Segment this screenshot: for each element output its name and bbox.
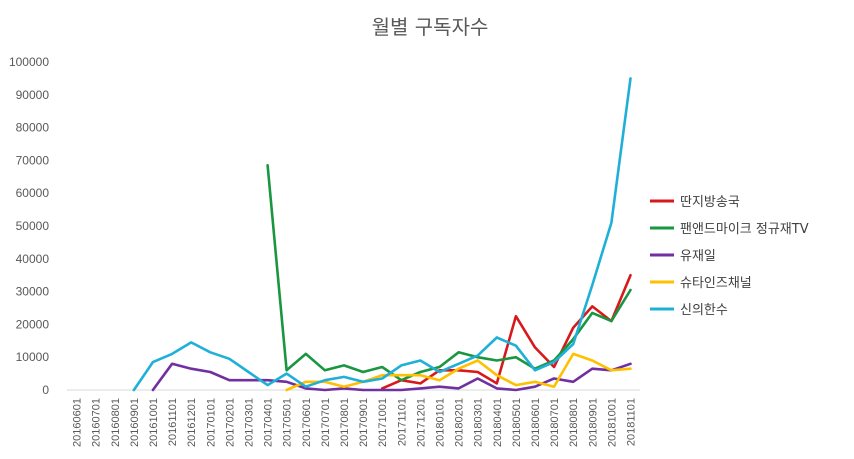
x-tick-label: 20181101 [625,398,637,446]
x-tick-label: 20180701 [549,398,561,447]
y-tick-label: 90000 [16,88,50,102]
y-tick-label: 100000 [9,55,49,69]
y-tick-label: 20000 [16,317,50,331]
x-tick-label: 20170501 [282,398,294,447]
x-tick-label: 20181001 [606,398,618,447]
x-tick-label: 20170301 [243,398,255,447]
x-tick-label: 20170201 [224,398,236,447]
series-line-3 [151,362,632,392]
x-tick-label: 20171201 [415,398,427,447]
chart-title: 월별 구독자수 [372,15,489,39]
y-tick-label: 40000 [16,252,50,266]
y-tick-label: 60000 [16,186,50,200]
legend-label: 유재일 [680,249,716,264]
x-tick-label: 20180801 [568,398,580,447]
y-tick-label: 10000 [16,350,50,364]
x-tick-label: 20180601 [530,398,542,447]
x-tick-label: 20180401 [492,398,504,447]
x-tick-label: 20180901 [587,398,599,447]
x-tick-label: 20171001 [377,398,389,447]
x-tick-label: 20161001 [148,398,160,447]
y-tick-label: 80000 [16,121,50,135]
y-tick-label: 0 [42,383,49,397]
x-tick-label: 20160601 [72,398,84,447]
x-tick-label: 20170801 [339,398,351,447]
series-line-1 [380,273,632,390]
x-tick-label: 20180501 [511,398,523,447]
x-tick-label: 20171101 [396,398,408,446]
y-tick-label: 70000 [16,153,50,167]
x-tick-label: 20160801 [110,398,122,447]
legend-label: 슈타인즈채널 [680,276,752,291]
x-tick-label: 20161101 [167,398,179,446]
legend-label: 신의한수 [680,303,728,318]
x-axis-ticks: 20160601 20160701 20160801 20160901 20161001… [72,398,638,447]
y-axis-ticks: 0 10000 20000 30000 40000 50000 60000 70000 8000… [9,55,49,397]
legend-label: 팬앤드마이크 정규재TV [680,222,809,237]
x-tick-label: 20160701 [91,398,103,447]
series-line-5 [132,77,632,392]
x-tick-label: 20170901 [358,398,370,447]
x-tick-label: 20180301 [473,398,485,447]
x-tick-label: 20170401 [263,398,275,447]
y-tick-label: 30000 [16,285,50,299]
series-line-2 [266,164,632,382]
x-tick-label: 20180201 [454,398,466,447]
series-line-4 [285,352,632,392]
legend-label: 딴지방송국 [680,195,740,210]
x-tick-label: 20170701 [320,398,332,447]
x-tick-label: 20160901 [129,398,141,447]
series-lines [132,77,632,392]
x-tick-label: 20180101 [434,398,446,447]
x-tick-label: 20170101 [205,398,217,447]
x-tick-label: 20161201 [186,398,198,447]
y-tick-label: 50000 [16,219,50,233]
x-tick-label: 20170601 [301,398,313,447]
